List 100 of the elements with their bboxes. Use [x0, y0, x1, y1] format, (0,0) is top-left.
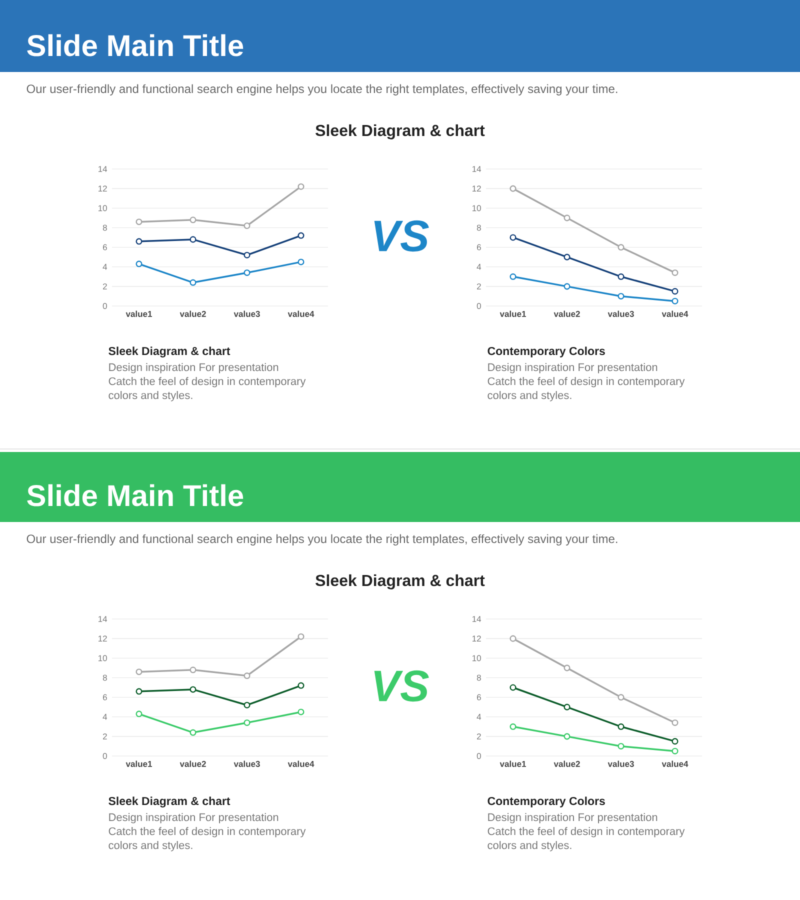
point	[136, 668, 142, 676]
y-tick-label: 6	[103, 244, 107, 250]
point	[190, 236, 196, 243]
x-tick-label: value1	[126, 760, 152, 767]
y-tick-label: 8	[476, 674, 481, 681]
x-tick-label: value3	[608, 760, 634, 767]
text: Design inspiration For presentation	[488, 813, 658, 824]
point	[244, 222, 250, 230]
text: VS	[374, 220, 429, 252]
y-tick-label: 10	[98, 655, 107, 662]
point	[510, 723, 516, 730]
y-tick-label: 2	[102, 283, 107, 290]
text: Catch the feel of design in contemporary	[108, 377, 306, 388]
y-tick-label: 6	[477, 694, 481, 700]
point	[618, 742, 624, 750]
text: Catch the feel of design in contemporary	[488, 377, 685, 388]
point	[244, 719, 250, 726]
point	[510, 234, 516, 241]
point	[510, 684, 516, 691]
y-tick-label: 2	[476, 283, 481, 290]
x-tick-label: value2	[180, 310, 206, 317]
y-tick-label: 12	[98, 186, 107, 192]
point	[618, 273, 624, 280]
y-tick-label: 8	[476, 224, 481, 231]
y-tick-label: 8	[102, 674, 107, 681]
text: Contemporary Colors	[488, 346, 605, 358]
y-tick-label: 4	[102, 714, 108, 720]
y-tick-label: 0	[102, 302, 107, 310]
point	[672, 298, 678, 304]
text: Design inspiration For presentation	[488, 363, 658, 374]
point	[244, 252, 250, 258]
y-tick-label: 4	[476, 714, 482, 720]
text: Design inspiration For presentation	[109, 363, 278, 374]
point	[618, 244, 624, 251]
y-tick-label: 10	[472, 205, 481, 212]
x-tick-label: value4	[288, 760, 314, 767]
point	[298, 708, 304, 716]
point	[190, 686, 196, 693]
x-tick-label: value4	[288, 310, 314, 317]
y-tick-label: 4	[476, 264, 482, 270]
point	[190, 216, 196, 224]
point	[136, 710, 142, 718]
point	[564, 283, 570, 290]
point	[672, 288, 678, 295]
point	[510, 185, 516, 192]
point	[564, 254, 570, 260]
chart-title: Slide Main Title	[27, 484, 244, 506]
x-tick-label: value1	[126, 310, 152, 317]
text: colors and styles.	[488, 841, 572, 852]
text: colors and styles.	[108, 841, 192, 852]
point	[136, 218, 142, 226]
text: Catch the feel of design in contemporary	[488, 827, 685, 838]
point	[564, 664, 570, 672]
point	[136, 260, 142, 268]
point	[618, 292, 624, 300]
text: colors and styles.	[108, 391, 192, 402]
y-tick-label: 2	[102, 733, 107, 740]
chart-subtitle: Our user-friendly and functional search engine helps you locate the right templates, effectively saving your time.	[26, 534, 618, 546]
x-tick-label: value2	[554, 760, 580, 767]
point	[672, 719, 678, 726]
point	[190, 666, 196, 674]
point	[672, 269, 678, 276]
point	[136, 238, 142, 245]
x-tick-label: value1	[500, 310, 526, 317]
point	[298, 258, 304, 266]
point	[244, 702, 250, 708]
y-tick-label: 0	[476, 302, 481, 310]
point	[190, 729, 196, 736]
point	[298, 682, 304, 689]
point	[244, 672, 250, 680]
point	[298, 183, 304, 190]
y-tick-label: 14	[98, 616, 108, 622]
y-tick-label: 8	[102, 224, 107, 231]
y-tick-label: 0	[102, 752, 107, 760]
y-tick-label: 14	[472, 616, 482, 622]
text: VS	[374, 670, 429, 702]
point	[190, 279, 196, 286]
y-tick-label: 14	[472, 166, 482, 172]
x-tick-label: value3	[234, 760, 260, 767]
x-tick-label: value4	[662, 310, 688, 317]
x-tick-label: value2	[554, 310, 580, 317]
text: Catch the feel of design in contemporary	[108, 827, 306, 838]
point	[298, 232, 304, 239]
text: Sleek Diagram & chart	[316, 574, 485, 590]
y-tick-label: 10	[472, 655, 481, 662]
x-tick-label: value1	[500, 760, 526, 767]
text: Design inspiration For presentation	[109, 813, 278, 824]
x-tick-label: value3	[608, 310, 634, 317]
chart-subtitle: Our user-friendly and functional search engine helps you locate the right templates, effectively saving your time.	[26, 84, 618, 96]
text: colors and styles.	[488, 391, 572, 402]
y-tick-label: 0	[476, 752, 481, 760]
point	[564, 214, 570, 222]
y-tick-label: 12	[472, 636, 481, 642]
point	[298, 633, 304, 640]
y-tick-label: 6	[103, 694, 107, 700]
text: Sleek Diagram & chart	[108, 346, 230, 358]
point	[510, 635, 516, 642]
point	[672, 738, 678, 745]
y-tick-label: 12	[472, 186, 481, 192]
y-tick-label: 12	[98, 636, 107, 642]
